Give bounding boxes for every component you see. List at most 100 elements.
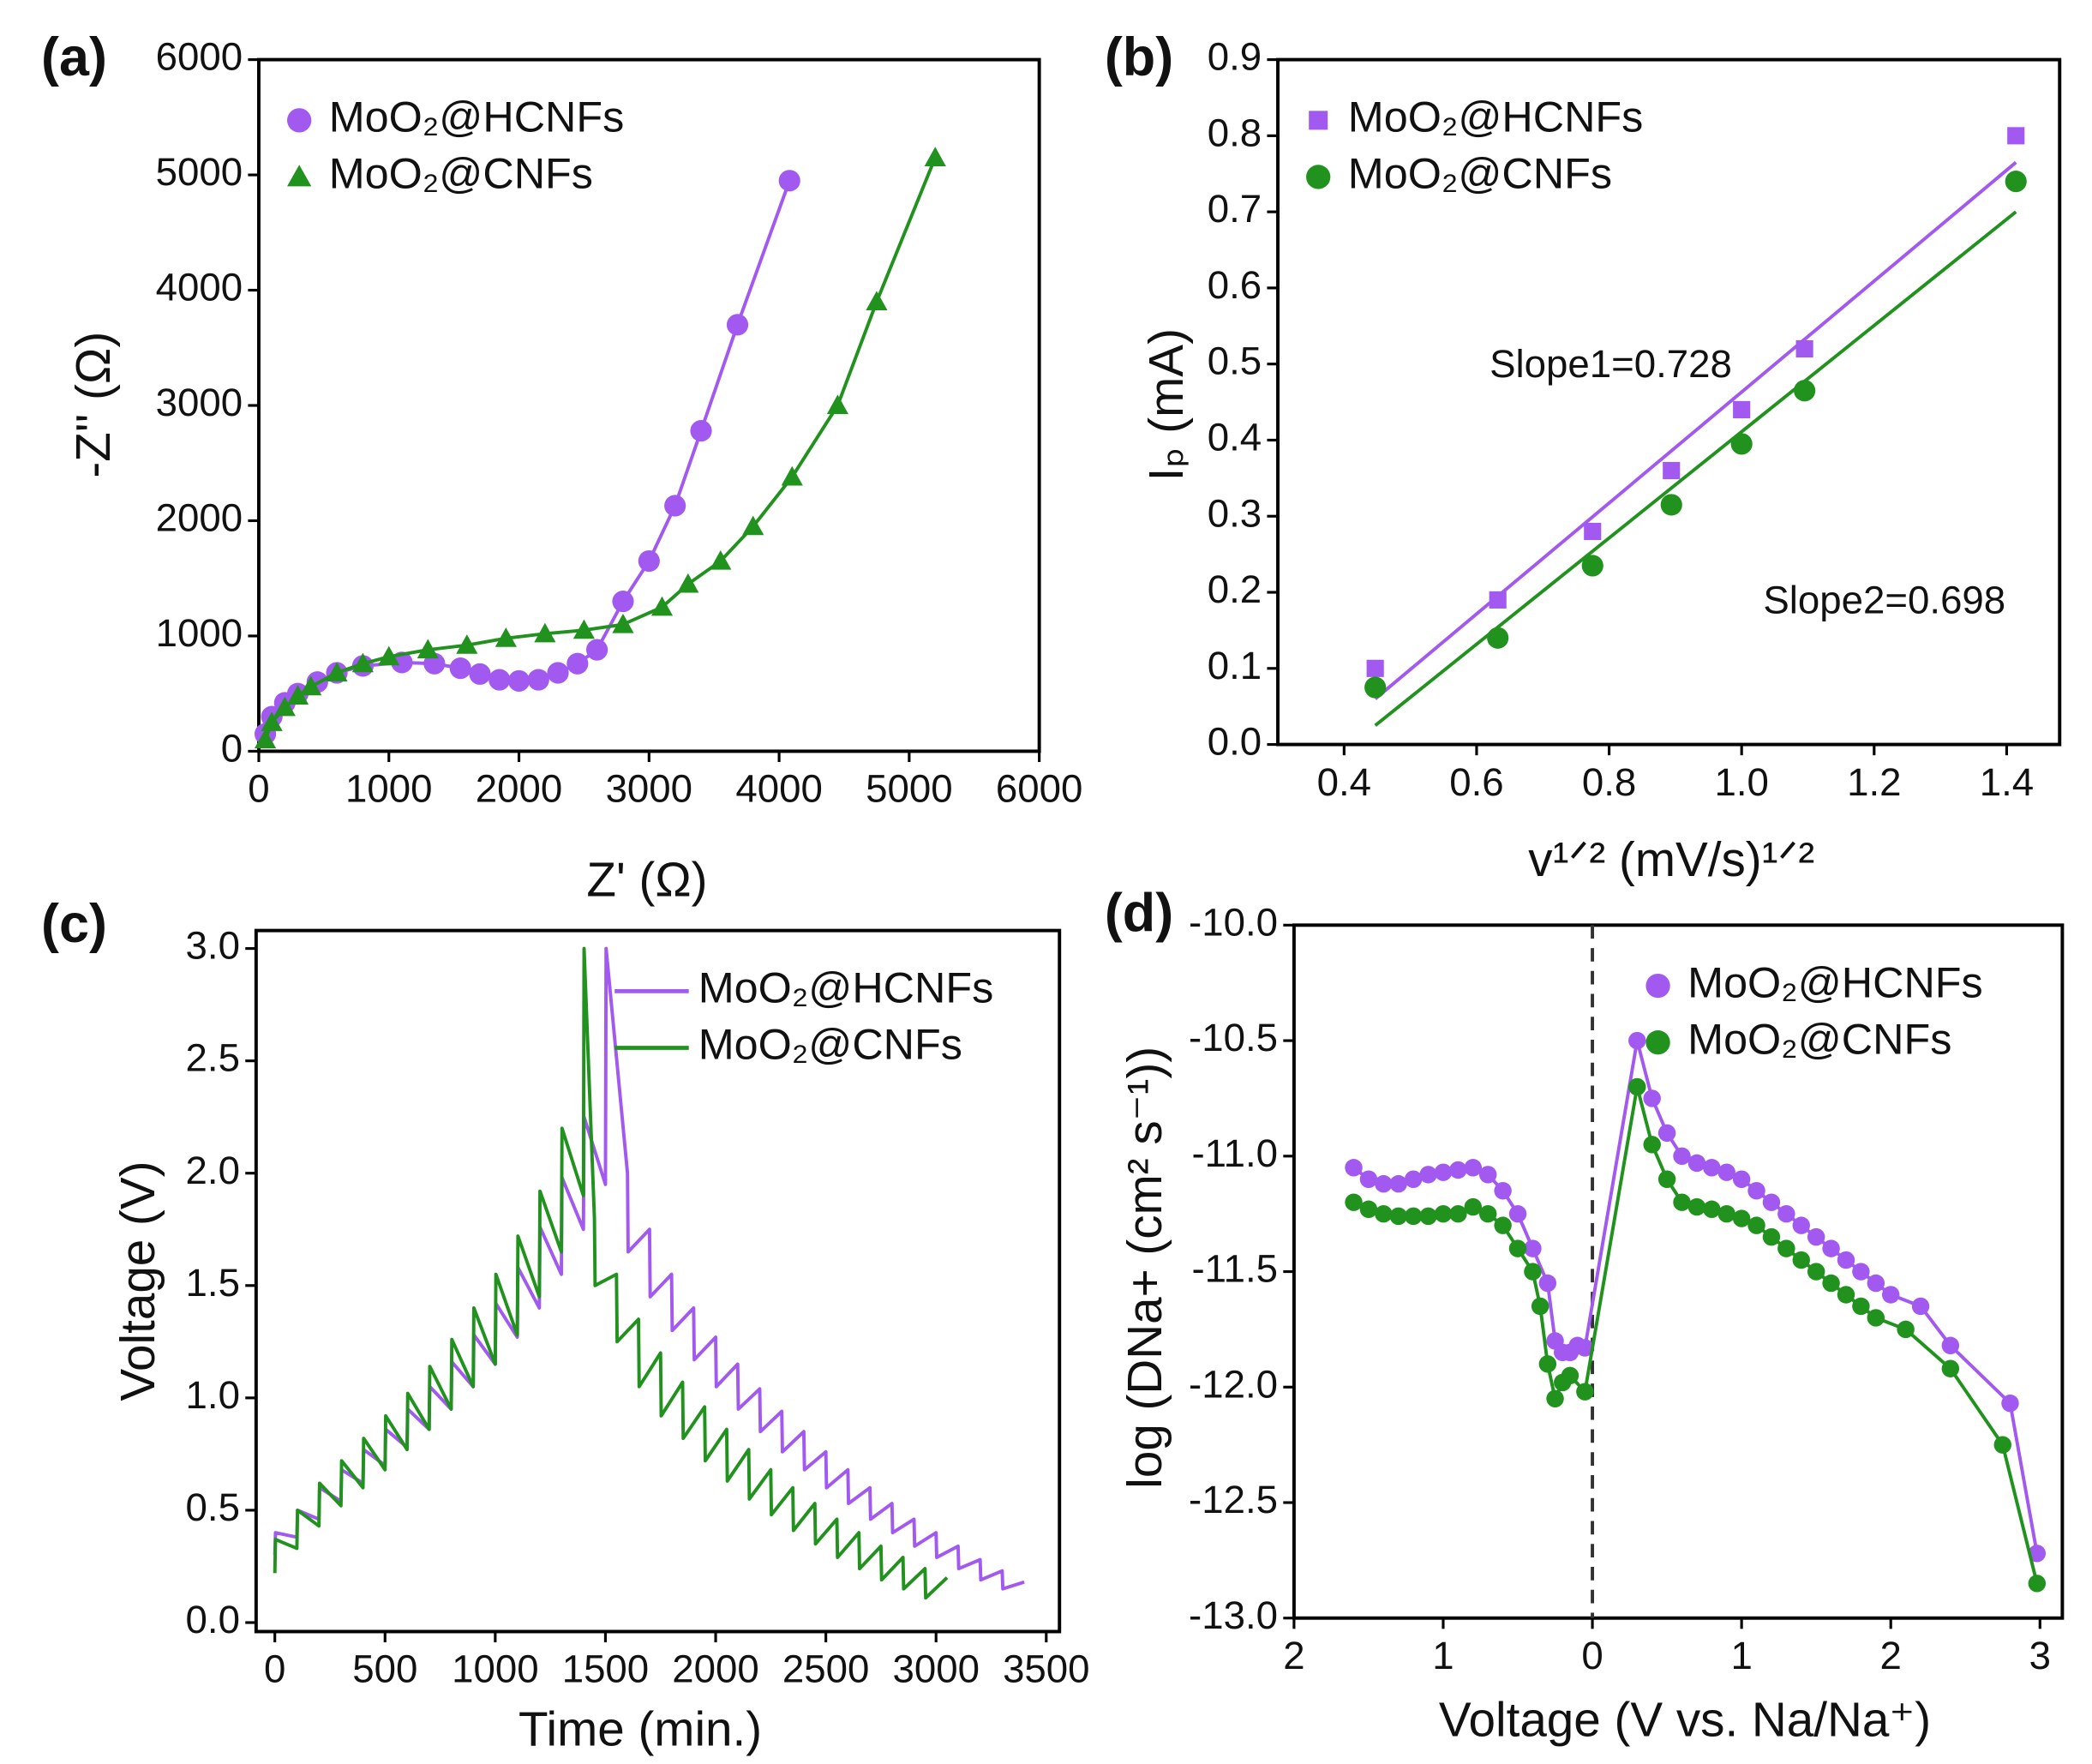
data-point (690, 420, 712, 442)
data-point (469, 663, 491, 685)
panel-label: (d) (1105, 884, 1173, 944)
x-tick-label: 1.0 (1714, 760, 1768, 804)
data-point (527, 669, 549, 691)
x-tick-label: 6000 (996, 767, 1082, 811)
y-tick-label: 0.9 (1208, 35, 1262, 79)
x-tick-label: 1500 (562, 1647, 649, 1691)
data-point (300, 675, 322, 696)
data-point (1807, 1263, 1825, 1281)
y-tick-label: -10.0 (1189, 900, 1278, 944)
y-tick-label: -11.5 (1191, 1247, 1278, 1291)
data-point (1494, 1182, 1512, 1200)
data-point (1657, 1124, 1676, 1143)
x-tick-label: 0.6 (1449, 760, 1503, 804)
data-point (1538, 1355, 1557, 1373)
data-point (1837, 1286, 1855, 1304)
y-tick-label: 0.0 (186, 1598, 240, 1641)
x-tick-label: 1000 (452, 1647, 538, 1691)
legend-label: MoO₂@CNFs (329, 149, 593, 198)
y-tick-label: -12.0 (1189, 1362, 1278, 1406)
y-tick-label: 4000 (156, 266, 243, 309)
data-point (1364, 676, 1387, 699)
x-axis-title: Z' (Ω) (586, 853, 707, 907)
data-point (1389, 1207, 1407, 1226)
x-tick-label: 1 (1432, 1634, 1454, 1677)
data-point (664, 495, 686, 517)
data-point (2005, 171, 2027, 193)
legend-label: MoO₂@HCNFs (1348, 93, 1644, 141)
data-point (273, 696, 296, 717)
data-point (1795, 339, 1813, 358)
y-tick-label: 1.5 (186, 1261, 240, 1305)
x-axis-title: Time (min.) (519, 1701, 762, 1755)
y-tick-label: 2.5 (186, 1036, 240, 1080)
x-tick-label: 1000 (345, 767, 432, 811)
annotation: Slope1=0.728 (1490, 342, 1732, 386)
data-point (456, 634, 478, 654)
data-point (1660, 494, 1682, 516)
data-point (586, 639, 608, 661)
data-point (1419, 1207, 1437, 1226)
data-point (1777, 1239, 1795, 1257)
data-point (1584, 522, 1602, 541)
data-point (1777, 1204, 1795, 1223)
data-point (1375, 1174, 1393, 1193)
x-tick-label: 500 (352, 1647, 417, 1691)
curve (263, 180, 792, 735)
y-tick-label: 0.5 (186, 1485, 240, 1529)
x-tick-label: 2000 (672, 1647, 758, 1691)
y-tick-label: 0.6 (1208, 263, 1262, 307)
x-tick-label: 3500 (1003, 1647, 1089, 1691)
data-point (1478, 1204, 1497, 1223)
x-tick-label: 2 (1283, 1634, 1304, 1677)
data-point (650, 596, 674, 616)
y-tick-label: 3.0 (186, 924, 240, 968)
y-tick-label: -11.0 (1191, 1131, 1278, 1175)
x-tick-label: 4000 (735, 767, 822, 811)
y-tick-label: 0.5 (1208, 339, 1262, 383)
x-tick-label: 1 (1730, 1634, 1752, 1677)
data-point (417, 639, 439, 659)
data-point (1792, 1216, 1810, 1234)
data-point (1546, 1389, 1564, 1407)
x-tick-label: 0.4 (1317, 760, 1371, 804)
data-point (1345, 1159, 1363, 1177)
data-point (866, 291, 888, 311)
data-point (1762, 1227, 1781, 1246)
data-point (572, 619, 596, 639)
data-point (1576, 1383, 1594, 1401)
data-point (1881, 1286, 1900, 1304)
data-point (1673, 1147, 1691, 1166)
data-point (1822, 1274, 1840, 1293)
data-point (1643, 1089, 1661, 1107)
data-point (781, 465, 803, 486)
y-tick-label: 0.2 (1208, 567, 1262, 611)
data-point (1663, 461, 1681, 480)
data-point (1867, 1274, 1885, 1293)
data-point (1524, 1239, 1542, 1257)
y-tick-label: 6000 (156, 35, 243, 79)
data-point (1911, 1297, 1930, 1316)
x-tick-label: 2500 (782, 1647, 869, 1691)
x-tick-label: 3000 (606, 767, 692, 811)
data-point (286, 685, 309, 705)
data-point (534, 622, 556, 643)
data-point (1897, 1320, 1915, 1339)
data-point (2001, 1394, 2019, 1413)
line (1352, 1039, 2039, 1554)
x-tick-label: 2000 (476, 767, 562, 811)
data-point (1747, 1182, 1765, 1200)
data-point (1852, 1263, 1870, 1281)
data-point (1628, 1077, 1646, 1096)
legend-label: MoO₂@CNFs (698, 1020, 962, 1069)
x-tick-label: 0 (1581, 1634, 1603, 1677)
y-axis-title: -Z'' (Ω) (66, 332, 120, 478)
x-tick-label: 2 (1880, 1634, 1902, 1677)
panel-label: (c) (41, 894, 107, 954)
data-point (1487, 627, 1509, 649)
y-tick-label: 2.0 (186, 1149, 240, 1192)
data-point (391, 651, 413, 674)
data-point (1561, 1366, 1579, 1385)
data-point (1807, 1227, 1825, 1246)
data-point (1419, 1166, 1437, 1184)
